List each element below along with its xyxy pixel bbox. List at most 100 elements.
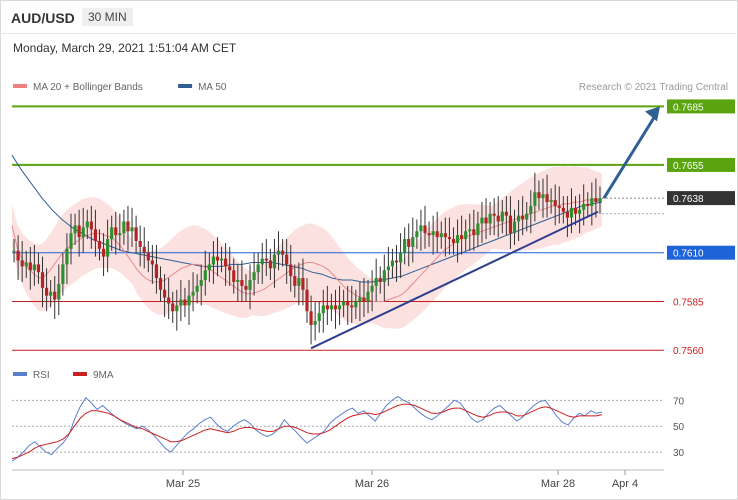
candle-body xyxy=(162,289,167,298)
candle-body xyxy=(53,291,57,300)
candle-body xyxy=(516,215,521,222)
candle-body xyxy=(342,301,346,306)
candle-body xyxy=(407,239,411,247)
candle-body xyxy=(195,285,199,292)
candle-body xyxy=(431,231,435,236)
candle-body xyxy=(598,198,602,202)
candle-body xyxy=(496,215,500,222)
level-tag-0.7610 xyxy=(667,245,735,260)
candle-body xyxy=(146,252,150,261)
candle-body xyxy=(244,285,248,290)
candle-body xyxy=(447,237,452,240)
candle-body xyxy=(358,297,362,302)
candle-body xyxy=(89,221,93,230)
candle-body xyxy=(36,264,41,273)
candle-body xyxy=(187,295,191,306)
timeframe-badge[interactable]: 30 MIN xyxy=(82,8,133,26)
candle-body xyxy=(73,225,77,234)
rsi-line xyxy=(11,395,603,462)
candle-body xyxy=(77,225,81,238)
candle-body xyxy=(309,311,313,325)
rsi-level-label-30: 30 xyxy=(673,448,685,459)
header-divider xyxy=(0,33,736,34)
candle-body xyxy=(386,266,390,271)
candle-body xyxy=(370,285,374,292)
candle-body xyxy=(171,303,175,312)
candle-body xyxy=(346,301,350,306)
candle-body xyxy=(106,239,110,257)
candle-body xyxy=(419,225,423,232)
candle-body xyxy=(81,227,85,238)
candle-body xyxy=(512,221,517,234)
candle-body xyxy=(57,283,61,300)
candle-body xyxy=(378,278,382,282)
candle-body xyxy=(480,217,484,224)
candle-body xyxy=(215,256,220,261)
candle-body xyxy=(224,258,228,267)
candle-body xyxy=(350,305,354,308)
candle-body xyxy=(586,203,590,206)
candle-body xyxy=(49,291,53,296)
candle-body xyxy=(24,262,28,267)
candle-body xyxy=(390,260,395,267)
candle-body xyxy=(565,211,570,218)
x-tick-label: Mar 28 xyxy=(541,478,575,490)
candle-body xyxy=(504,211,508,216)
candle-body xyxy=(44,287,49,296)
candle-body xyxy=(508,215,513,234)
candle-body xyxy=(317,313,321,321)
candle-body xyxy=(16,250,20,261)
candle-body xyxy=(545,194,549,202)
candle-body xyxy=(138,241,142,247)
candle-body xyxy=(484,217,488,224)
candle-body xyxy=(110,227,114,240)
candle-body xyxy=(85,221,89,228)
candle-body xyxy=(150,260,154,265)
candle-body xyxy=(460,235,464,240)
candle-body xyxy=(93,229,98,242)
level-tag-0.7685 xyxy=(667,99,735,114)
symbol-title: AUD/USD xyxy=(11,10,75,26)
candle-body xyxy=(354,301,358,308)
candle-body xyxy=(403,239,407,253)
x-tick-label: Mar 25 xyxy=(166,478,200,490)
candle-body xyxy=(211,256,216,265)
candle-body xyxy=(183,299,187,306)
candle-body xyxy=(537,192,541,199)
candle-body xyxy=(476,223,480,236)
candle-body xyxy=(423,225,427,234)
candle-body xyxy=(69,233,73,249)
candle-body xyxy=(525,213,529,220)
candle-body xyxy=(236,280,240,282)
candle-body xyxy=(142,246,146,253)
candle-body xyxy=(191,291,195,296)
candle-body xyxy=(228,266,232,271)
candle-body xyxy=(252,272,256,281)
candle-body xyxy=(533,192,537,206)
candle-body xyxy=(305,289,309,312)
candle-body xyxy=(289,264,293,277)
rsi-level-label-70: 70 xyxy=(673,396,685,407)
candle-body xyxy=(569,207,574,218)
candle-body xyxy=(28,262,32,271)
candle-body xyxy=(500,211,504,222)
level-label-0.7560: 0.7560 xyxy=(673,346,704,357)
candle-body xyxy=(285,254,289,265)
candle-body xyxy=(578,209,582,214)
candle-body xyxy=(272,254,277,269)
legend-swatch-1 xyxy=(178,84,193,88)
candle-body xyxy=(529,205,533,214)
candle-body xyxy=(582,203,586,210)
candle-body xyxy=(207,264,211,271)
candle-body xyxy=(260,258,264,265)
candle-body xyxy=(366,291,370,302)
candle-body xyxy=(329,305,334,310)
candle-body xyxy=(101,248,106,257)
candle-body xyxy=(32,264,36,271)
candle-body xyxy=(394,260,399,263)
candle-body xyxy=(411,237,415,247)
candle-body xyxy=(12,250,16,252)
level-label-0.7610: 0.7610 xyxy=(673,249,704,260)
candle-body xyxy=(443,233,447,238)
candle-body xyxy=(439,233,443,238)
